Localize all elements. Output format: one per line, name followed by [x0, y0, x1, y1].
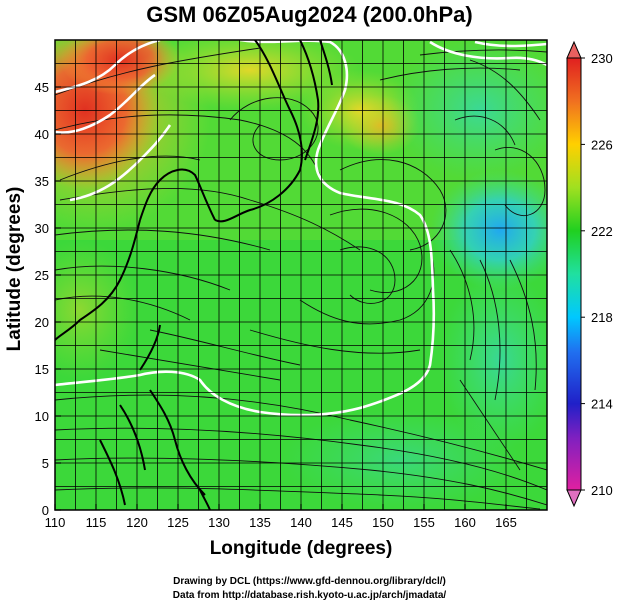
y-tick-label: 5	[42, 456, 49, 471]
x-tick-label: 140	[290, 515, 312, 530]
colorbar-tick-label: 226	[591, 137, 613, 152]
x-tick-label: 135	[249, 515, 271, 530]
x-tick-label: 155	[413, 515, 435, 530]
y-tick-label: 30	[35, 221, 49, 236]
x-tick-label: 165	[495, 515, 517, 530]
colorbar-tick-label: 230	[591, 51, 613, 66]
colorbar-upper-arrow	[566, 40, 582, 59]
colorbar-tick-label: 214	[591, 397, 613, 412]
y-tick-label: 35	[35, 174, 49, 189]
x-tick-label: 115	[86, 515, 107, 530]
y-tick-label: 40	[35, 127, 49, 142]
colorbar-body	[566, 57, 582, 491]
lat-lon-grid	[55, 40, 547, 510]
colorbar: 210 214 218 222 226 230	[566, 40, 613, 508]
contour-lines	[55, 40, 547, 417]
x-tick-label: 120	[126, 515, 148, 530]
y-tick-label: 0	[42, 503, 49, 518]
colorbar-tick-label: 210	[591, 483, 613, 498]
x-axis-label: Longitude (degrees)	[209, 538, 393, 559]
x-tick-label: 160	[454, 515, 476, 530]
credit-dcl: Drawing by DCL (https://www.gfd-dennou.o…	[173, 576, 446, 587]
map-title: GSM 06Z05Aug2024 (200.0hPa)	[146, 2, 473, 27]
y-tick-label: 20	[35, 315, 49, 330]
colorbar-tick-label: 218	[591, 310, 613, 325]
colorbar-lower-arrow	[566, 489, 582, 508]
y-tick-label: 10	[35, 409, 49, 424]
x-tick-label: 145	[331, 515, 353, 530]
shaded-field	[55, 40, 547, 510]
y-tick-label: 25	[35, 268, 49, 283]
y-tick-label: 15	[35, 362, 49, 377]
colorbar-tick-label: 222	[591, 224, 613, 239]
x-tick-label: 130	[208, 515, 230, 530]
x-tick-label: 110	[45, 515, 66, 530]
x-tick-label: 125	[167, 515, 189, 530]
credit-data-source: Data from http://database.rish.kyoto-u.a…	[172, 590, 447, 601]
axis-ticks: 110 115 120 125 130 135 140 145 150 155 160 165 0 5 10…	[35, 80, 517, 530]
y-tick-label: 45	[35, 80, 49, 95]
x-tick-label: 150	[372, 515, 394, 530]
